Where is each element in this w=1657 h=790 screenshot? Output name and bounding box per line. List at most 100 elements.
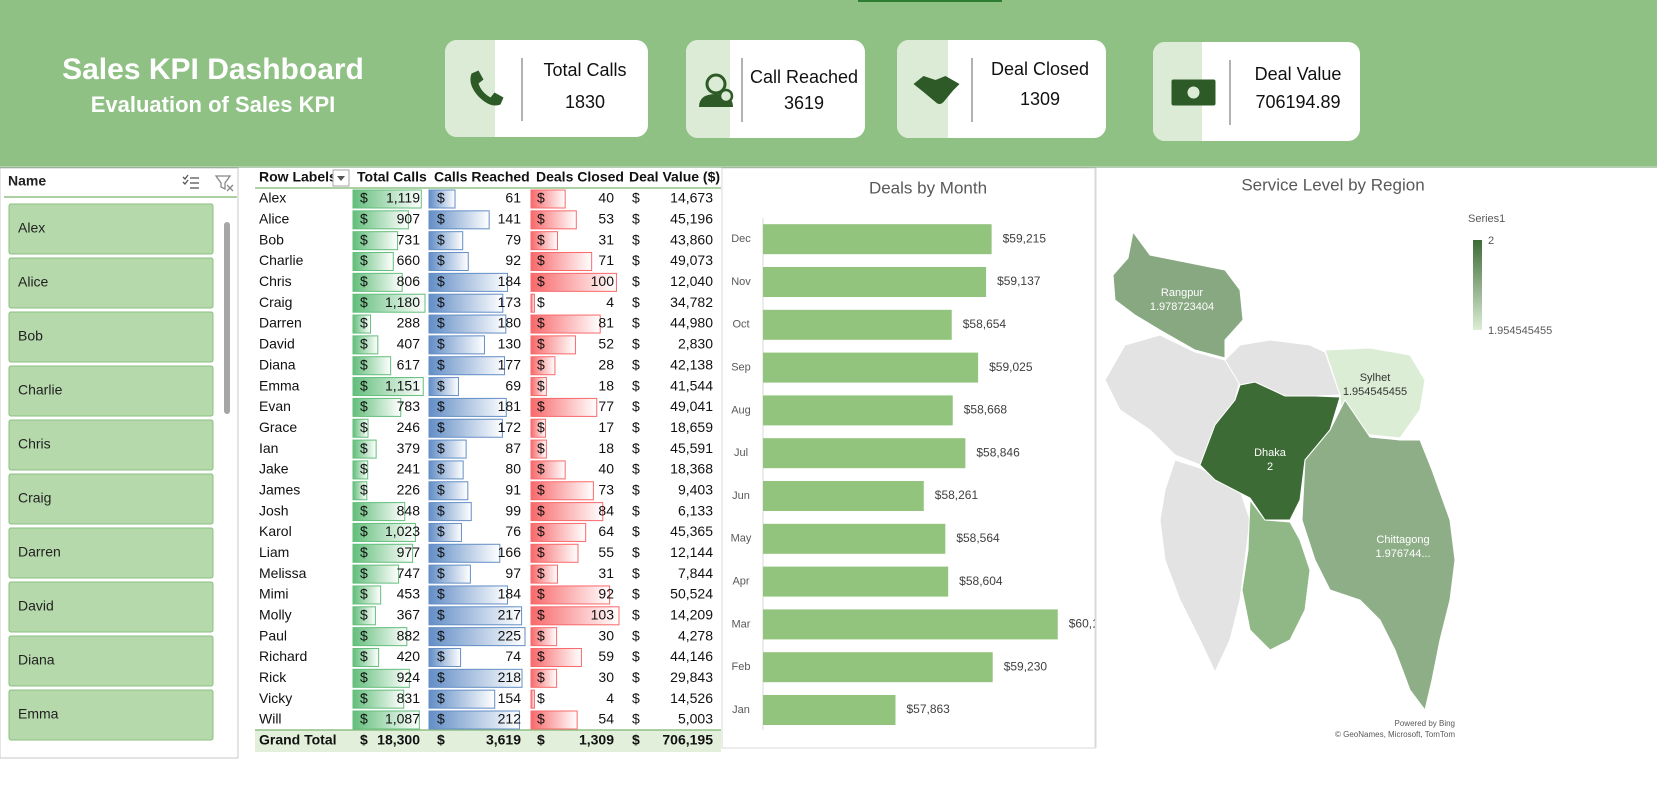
slicer-item-label[interactable]: Charlie: [18, 382, 63, 398]
cell-value: 7,844: [678, 565, 713, 581]
slicer-item[interactable]: Craig: [8, 473, 214, 525]
filter-dropdown[interactable]: [332, 169, 350, 187]
slicer-item[interactable]: Alex: [8, 203, 214, 255]
slicer-item-label[interactable]: Alex: [18, 220, 45, 236]
slicer-button[interactable]: [8, 473, 214, 525]
currency-symbol: $: [632, 607, 640, 623]
data-label: $59,137: [997, 274, 1041, 288]
currency-symbol: $: [360, 502, 368, 518]
slicer-item[interactable]: Chris: [8, 419, 214, 471]
row-label: Mimi: [259, 586, 289, 602]
column-header: Deals Closed: [536, 169, 624, 185]
slicer-button[interactable]: [8, 635, 214, 687]
cell-value: 45,591: [670, 440, 713, 456]
currency-symbol: $: [437, 231, 445, 247]
slicer-item[interactable]: Bob: [8, 311, 214, 363]
slicer-button[interactable]: [8, 257, 214, 309]
slicer-item-label[interactable]: David: [18, 598, 54, 614]
cell-value: 747: [397, 565, 421, 581]
cell-value: 226: [397, 481, 421, 497]
slicer-item[interactable]: Charlie: [8, 365, 214, 417]
cell-value: 181: [498, 398, 522, 414]
currency-symbol: $: [537, 252, 545, 268]
row-label: Rick: [259, 669, 287, 685]
currency-symbol: $: [360, 294, 368, 310]
cell-value: 367: [397, 607, 421, 623]
row-label: Liam: [259, 544, 289, 560]
row-label: Alex: [259, 190, 286, 206]
slicer-button[interactable]: [8, 365, 214, 417]
slicer-item-label[interactable]: Diana: [18, 652, 55, 668]
cell-value: 617: [397, 356, 421, 372]
currency-symbol: $: [437, 461, 445, 477]
slicer-button[interactable]: [8, 203, 214, 255]
row-label: Karol: [259, 523, 292, 539]
slicer-item-label[interactable]: Craig: [18, 490, 51, 506]
currency-symbol: $: [537, 315, 545, 331]
slicer-button[interactable]: [8, 581, 214, 633]
data-bar: [428, 585, 509, 605]
cell-value: 74: [505, 648, 521, 664]
cell-value: 92: [598, 586, 614, 602]
data-bar: [428, 335, 485, 355]
slicer-item[interactable]: Emma: [8, 689, 214, 741]
map-title: Service Level by Region: [1241, 175, 1424, 194]
slicer-item-label[interactable]: Darren: [18, 544, 61, 560]
row-label: Charlie: [259, 252, 304, 268]
cell-value: 12,144: [670, 544, 713, 560]
slicer-button[interactable]: [8, 311, 214, 363]
currency-symbol: $: [437, 252, 445, 268]
currency-symbol: $: [437, 607, 445, 623]
currency-symbol: $: [360, 273, 368, 289]
slicer-item[interactable]: Diana: [8, 635, 214, 687]
slicer-item-label[interactable]: Emma: [18, 706, 59, 722]
slicer-item[interactable]: Darren: [8, 527, 214, 579]
row-label: Alice: [259, 211, 290, 227]
data-bar: [530, 606, 620, 626]
cell-value: 217: [498, 607, 522, 623]
total-value: 706,195: [662, 732, 713, 748]
region-name: Rangpur: [1161, 287, 1204, 299]
cell-value: 31: [598, 565, 614, 581]
currency-symbol: $: [632, 294, 640, 310]
slicer-item[interactable]: David: [8, 581, 214, 633]
slicer-button[interactable]: [8, 527, 214, 579]
slicer-item[interactable]: Alice: [8, 257, 214, 309]
cell-value: 84: [598, 502, 614, 518]
dashboard-subtitle: Evaluation of Sales KPI: [91, 92, 336, 117]
scrollbar[interactable]: [224, 222, 230, 414]
data-label: $59,230: [1004, 659, 1048, 673]
bar: [763, 438, 966, 469]
clear-filter-button[interactable]: [214, 175, 234, 192]
cell-value: 30: [598, 669, 614, 685]
currency-symbol: $: [537, 627, 545, 643]
cell-value: 77: [598, 398, 614, 414]
total-row-bg: [255, 730, 721, 752]
currency-symbol: $: [537, 481, 545, 497]
slicer-button[interactable]: [8, 689, 214, 741]
cell-value: 783: [397, 398, 421, 414]
map-background-regions: [1104, 334, 1341, 674]
cell-value: 14,526: [670, 690, 713, 706]
cell-value: 79: [505, 231, 521, 247]
slicer-item-label[interactable]: Alice: [18, 274, 49, 290]
slicer-item-label[interactable]: Chris: [18, 436, 51, 452]
slicer-item-label[interactable]: Bob: [18, 328, 43, 344]
multi-select-button[interactable]: [182, 174, 199, 189]
data-bar: [352, 439, 377, 459]
cell-value: 92: [505, 252, 521, 268]
data-bar: [352, 335, 379, 355]
currency-symbol: $: [360, 377, 368, 393]
currency-symbol: $: [537, 211, 545, 227]
data-label: $59,215: [1003, 231, 1047, 245]
column-header: Calls Reached: [434, 169, 530, 185]
data-bar: [428, 210, 490, 230]
cell-value: 212: [498, 711, 522, 727]
data-label: $58,654: [963, 317, 1007, 331]
cell-value: 172: [498, 419, 522, 435]
cell-value: 55: [598, 544, 614, 560]
slicer-button[interactable]: [8, 419, 214, 471]
row-label: Darren: [259, 315, 302, 331]
currency-symbol: $: [437, 523, 445, 539]
data-bar: [428, 314, 507, 334]
